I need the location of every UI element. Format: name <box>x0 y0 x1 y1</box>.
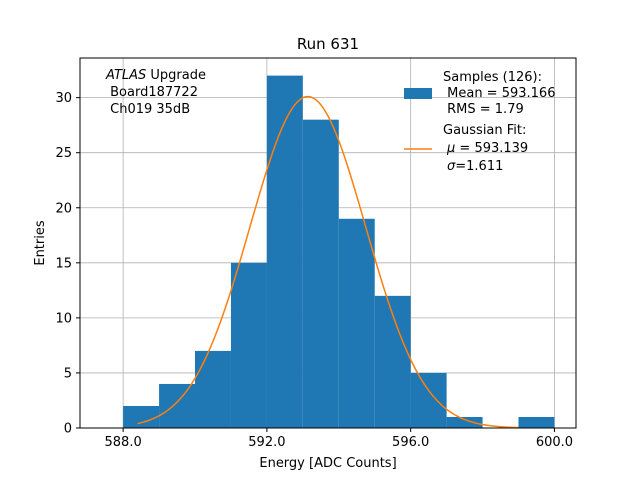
x-axis-label: Energy [ADC Counts] <box>259 456 396 471</box>
legend-fit-mu: μ = 593.139 <box>446 141 528 156</box>
legend-samples-title: Samples (126): <box>443 70 542 85</box>
legend-fit-sigma: σ=1.611 <box>447 159 503 174</box>
histogram-bar <box>159 383 196 428</box>
histogram-bar <box>123 405 160 428</box>
histogram-bar <box>266 75 303 428</box>
legend-fit-title: Gaussian Fit: <box>443 123 526 138</box>
legend-samples-swatch <box>404 88 432 99</box>
legend-samples-mean: Mean = 593.166 <box>443 86 555 101</box>
plot-frame <box>79 57 577 429</box>
y-tick-label: 5 <box>64 366 72 381</box>
x-tick-label: 600.0 <box>536 435 573 450</box>
y-tick-label: 0 <box>64 422 72 437</box>
legend: Samples (126): Mean = 593.166 RMS = 1.79… <box>404 70 555 174</box>
y-tick-label: 25 <box>55 146 72 161</box>
chart-title: Run 631 <box>297 35 359 53</box>
y-tick-label: 30 <box>55 91 72 106</box>
y-tick-label: 10 <box>55 311 72 326</box>
histogram-bars <box>123 75 555 429</box>
annotation-atlas: ATLAS <box>105 68 146 83</box>
histogram-bar <box>446 416 483 428</box>
annotation-upgrade: Upgrade <box>146 68 206 83</box>
y-axis-ticks: 0 5 10 15 20 25 30 <box>55 91 80 437</box>
histogram-bar <box>518 416 555 428</box>
annotation-line-1: ATLAS Upgrade <box>105 68 206 83</box>
histogram-bar <box>195 350 231 428</box>
y-tick-label: 20 <box>55 201 72 216</box>
histogram-bar <box>302 119 339 429</box>
legend-sigma-value: =1.611 <box>455 159 503 174</box>
atlas-annotation: ATLAS Upgrade Board187722 Ch019 35dB <box>105 68 206 117</box>
legend-samples-rms: RMS = 1.79 <box>443 102 524 117</box>
y-tick-label: 15 <box>55 256 72 271</box>
legend-sigma-symbol: σ <box>447 159 456 174</box>
legend-mu-symbol: μ <box>446 141 455 156</box>
x-tick-label: 588.0 <box>105 435 142 450</box>
histogram-bar <box>374 295 411 428</box>
histogram-bar <box>230 262 267 428</box>
x-tick-label: 592.0 <box>248 435 285 450</box>
x-tick-label: 596.0 <box>392 435 429 450</box>
histogram-bar <box>338 218 375 428</box>
annotation-board: Board187722 <box>106 85 198 100</box>
annotation-channel: Ch019 35dB <box>106 102 190 117</box>
legend-mu-value: = 593.139 <box>455 141 528 156</box>
histogram-bar <box>410 372 447 428</box>
y-axis-label: Entries <box>33 220 48 266</box>
gaussian-fit-curve <box>137 95 519 429</box>
x-axis-ticks: 588.0 592.0 596.0 600.0 <box>105 428 573 450</box>
